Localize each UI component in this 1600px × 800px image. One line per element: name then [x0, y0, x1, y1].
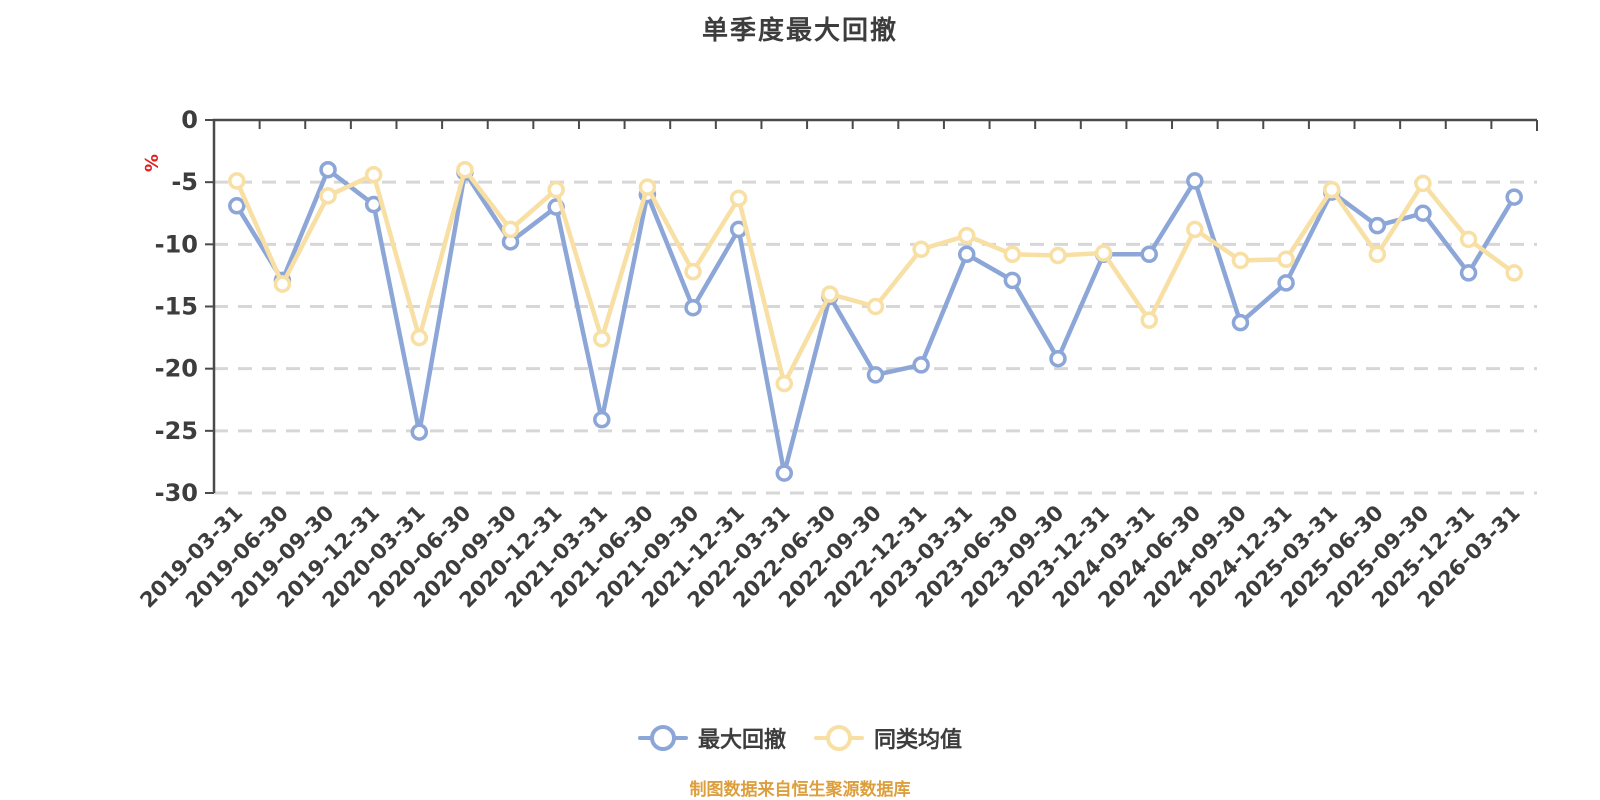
data-point-category-average[interactable]	[1505, 264, 1523, 282]
data-point-max-drawdown[interactable]	[1003, 271, 1022, 290]
y-axis-label: 0	[181, 106, 198, 134]
legend-label-max-drawdown: 最大回撤	[697, 728, 786, 753]
data-point-category-average[interactable]	[957, 226, 976, 245]
legend-marker-max-drawdown	[637, 725, 688, 751]
data-point-max-drawdown[interactable]	[410, 423, 429, 441]
y-axis-label: -20	[155, 355, 198, 383]
series-line-max-drawdown	[234, 167, 1517, 476]
data-point-category-average[interactable]	[1414, 174, 1432, 193]
legend-circle-icon	[826, 725, 852, 751]
data-point-category-average[interactable]	[319, 187, 337, 205]
data-point-category-average[interactable]	[364, 165, 383, 184]
data-point-category-average[interactable]	[273, 275, 292, 293]
data-point-category-average[interactable]	[1049, 246, 1067, 265]
data-point-max-drawdown[interactable]	[1186, 172, 1204, 190]
data-point-max-drawdown[interactable]	[1459, 264, 1478, 282]
data-point-category-average[interactable]	[912, 240, 930, 259]
data-point-max-drawdown[interactable]	[1505, 188, 1523, 206]
data-point-category-average[interactable]	[547, 180, 565, 199]
data-point-max-drawdown[interactable]	[1049, 349, 1067, 368]
y-axis-label: -25	[155, 417, 198, 445]
data-point-category-average[interactable]	[1140, 311, 1158, 329]
data-point-max-drawdown[interactable]	[775, 464, 794, 482]
legend-label-category-average: 同类均值	[874, 728, 963, 753]
legend-circle-icon	[649, 725, 676, 751]
data-point-category-average[interactable]	[1277, 250, 1295, 269]
data-point-category-average[interactable]	[1003, 245, 1022, 264]
data-point-max-drawdown[interactable]	[866, 366, 885, 384]
data-point-category-average[interactable]	[866, 297, 885, 316]
y-axis-label: -15	[155, 293, 198, 321]
data-point-max-drawdown[interactable]	[684, 298, 702, 317]
legend-item-category-average[interactable]: 同类均值	[814, 722, 962, 754]
data-point-category-average[interactable]	[729, 189, 748, 208]
data-point-category-average[interactable]	[410, 328, 429, 347]
data-point-max-drawdown[interactable]	[228, 197, 246, 215]
data-point-max-drawdown[interactable]	[1414, 204, 1432, 222]
data-point-max-drawdown[interactable]	[593, 410, 611, 429]
data-point-category-average[interactable]	[593, 330, 611, 348]
data-point-category-average[interactable]	[456, 160, 474, 179]
data-point-category-average[interactable]	[1186, 220, 1204, 239]
data-point-max-drawdown[interactable]	[1231, 313, 1250, 332]
data-point-category-average[interactable]	[228, 172, 246, 190]
data-point-category-average[interactable]	[1322, 180, 1341, 199]
data-point-category-average[interactable]	[1459, 230, 1478, 249]
data-point-category-average[interactable]	[501, 220, 520, 239]
data-point-max-drawdown[interactable]	[319, 160, 337, 179]
data-point-category-average[interactable]	[1094, 244, 1113, 262]
legend-item-max-drawdown[interactable]: 最大回撤	[637, 722, 786, 754]
data-source-caption: 制图数据来自恒生聚源数据库	[689, 780, 911, 800]
data-point-category-average[interactable]	[1368, 245, 1387, 264]
data-point-category-average[interactable]	[775, 374, 794, 393]
y-axis-unit-label: %	[140, 154, 161, 172]
data-point-max-drawdown[interactable]	[1368, 216, 1387, 235]
page-title: 单季度最大回撤	[701, 16, 898, 46]
legend: 最大回撤 同类均值	[0, 722, 1600, 754]
data-point-category-average[interactable]	[1231, 251, 1250, 270]
data-point-category-average[interactable]	[638, 178, 657, 196]
y-axis-label: -5	[171, 168, 198, 196]
y-axis-label: -30	[155, 479, 198, 507]
y-axis-label: -10	[155, 230, 198, 258]
legend-marker-category-average	[814, 725, 864, 751]
data-point-max-drawdown[interactable]	[957, 245, 976, 264]
data-point-max-drawdown[interactable]	[1277, 274, 1295, 292]
data-point-category-average[interactable]	[684, 262, 702, 281]
data-point-max-drawdown[interactable]	[912, 356, 930, 374]
data-point-category-average[interactable]	[821, 285, 839, 303]
series-line-category-average	[234, 167, 1517, 386]
plot-area: 0-5-10-15-20-25-302019-03-312019-06-3020…	[135, 106, 1538, 613]
data-point-max-drawdown[interactable]	[1140, 245, 1158, 264]
